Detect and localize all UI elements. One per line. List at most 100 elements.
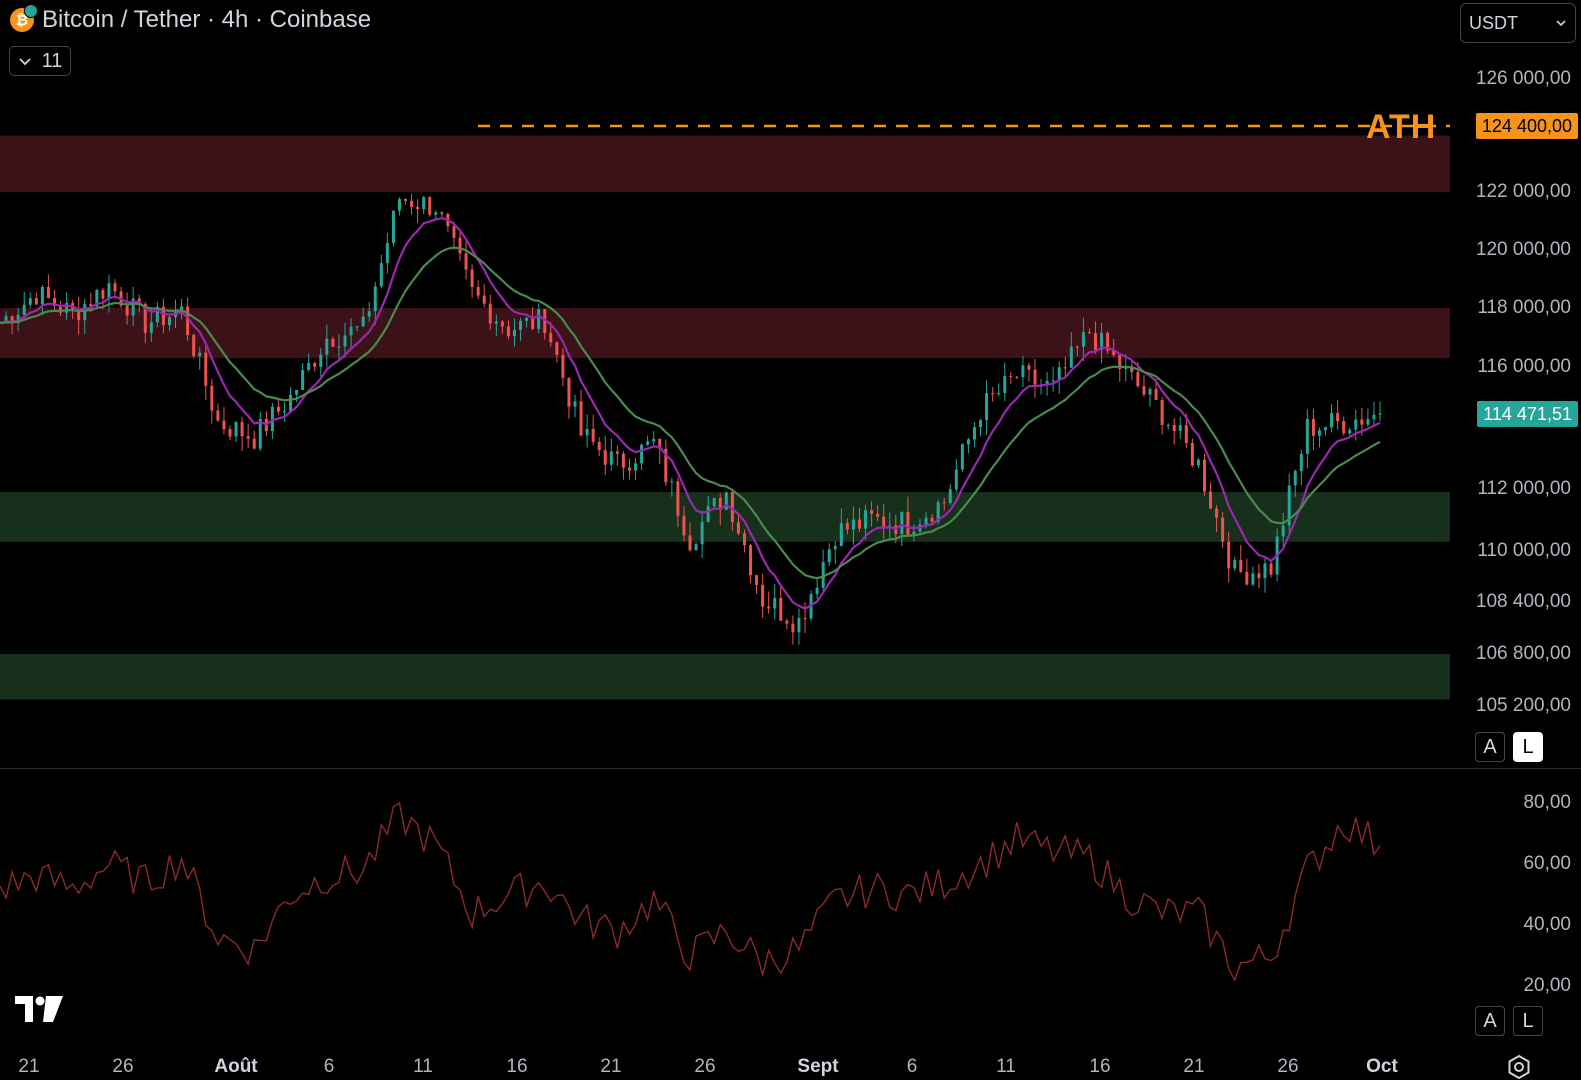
rsi-axis-label: 40,00	[1523, 914, 1571, 935]
candle-up	[640, 444, 644, 464]
candle-down	[416, 206, 420, 210]
candle-up	[22, 304, 26, 315]
candle-down	[549, 332, 553, 343]
candle-down	[1360, 419, 1364, 425]
currency-select[interactable]: USDT	[1460, 3, 1576, 43]
candle-down	[555, 342, 559, 355]
candle-down	[410, 200, 414, 207]
candle-down	[216, 410, 220, 421]
candle-up	[1348, 429, 1352, 434]
candle-down	[482, 295, 486, 304]
candle-up	[1263, 563, 1267, 579]
candle-down	[143, 303, 147, 333]
time-axis-label: 6	[906, 1056, 918, 1077]
candle-down	[452, 226, 456, 238]
candle-up	[349, 326, 353, 336]
candle-up	[997, 392, 1001, 395]
candle-down	[192, 334, 196, 357]
time-axis-label: 21	[1183, 1056, 1205, 1077]
candle-down	[1112, 350, 1116, 356]
candle-down	[876, 513, 880, 517]
indicators-toggle-button[interactable]: 11	[9, 46, 71, 76]
candle-up	[827, 549, 831, 563]
candle-up	[912, 531, 916, 535]
candle-down	[161, 306, 165, 326]
rsi-axis-label: 20,00	[1523, 975, 1571, 996]
candle-down	[1009, 376, 1013, 378]
ath-label: ATH	[1366, 108, 1437, 146]
support-zone	[0, 654, 1450, 700]
candle-down	[803, 617, 807, 619]
candle-up	[1100, 332, 1104, 350]
candle-down	[1130, 366, 1134, 372]
time-axis-label: 26	[694, 1056, 716, 1077]
candle-down	[991, 393, 995, 395]
candle-up	[1251, 573, 1255, 585]
candle-down	[1227, 541, 1231, 569]
price-axis-label: 105 200,00	[1475, 695, 1571, 716]
candle-down	[688, 535, 692, 551]
candle-down	[331, 338, 335, 347]
time-axis-label: 11	[413, 1056, 433, 1077]
candle-up	[494, 321, 498, 324]
candle-up	[634, 463, 638, 471]
tradingview-logo-icon[interactable]	[15, 996, 63, 1022]
candle-up	[960, 444, 964, 470]
candle-up	[1299, 453, 1303, 472]
candle-down	[1190, 442, 1194, 466]
candle-down	[749, 545, 753, 576]
candle-down	[627, 467, 631, 471]
candle-down	[1027, 365, 1031, 370]
candle-down	[1184, 425, 1188, 443]
candle-up	[646, 441, 650, 445]
candle-up	[573, 401, 577, 407]
candle-up	[985, 393, 989, 421]
candle-down	[252, 438, 256, 449]
auto-scale-button[interactable]: A	[1475, 732, 1505, 762]
candle-down	[1342, 421, 1346, 434]
candle-down	[464, 253, 468, 270]
candle-down	[597, 441, 601, 451]
candle-up	[16, 314, 20, 324]
candle-up	[83, 304, 87, 321]
candle-down	[561, 354, 565, 378]
price-axis-label: 120 000,00	[1475, 239, 1571, 260]
candle-up	[851, 519, 855, 530]
candle-up	[773, 597, 777, 609]
candle-up	[337, 346, 341, 348]
candle-up	[585, 428, 589, 436]
candle-down	[1202, 459, 1206, 492]
candle-up	[149, 322, 153, 333]
settings-icon[interactable]	[1506, 1054, 1532, 1080]
candle-up	[1196, 459, 1200, 466]
time-axis-label: 11	[996, 1056, 1016, 1077]
candle-down	[313, 362, 317, 367]
ath-price-tag: 124 400,00	[1475, 113, 1578, 139]
candle-up	[385, 242, 389, 264]
ema-fast-line	[0, 217, 1381, 610]
candle-up	[1287, 485, 1291, 526]
candle-down	[1269, 563, 1273, 575]
candle-up	[972, 427, 976, 440]
candle-up	[519, 320, 523, 331]
price-axis-label: 108 400,00	[1475, 591, 1571, 612]
candle-down	[1063, 367, 1067, 369]
candle-down	[404, 199, 408, 201]
rsi-log-scale-button[interactable]: L	[1513, 1006, 1543, 1036]
price-axis-label: 126 000,00	[1475, 68, 1571, 89]
candle-down	[567, 377, 571, 407]
candle-down	[531, 317, 535, 329]
candle-down	[755, 575, 759, 585]
log-scale-button[interactable]: L	[1513, 732, 1543, 762]
symbol-header[interactable]: ₿ Bitcoin / Tether · 4h · Coinbase	[10, 4, 371, 34]
candle-up	[1317, 430, 1321, 436]
rsi-auto-scale-button[interactable]: A	[1475, 1006, 1505, 1036]
price-axis-label: 116 000,00	[1477, 356, 1571, 377]
chevron-down-icon	[1556, 20, 1566, 27]
candle-up	[307, 362, 311, 371]
candle-up	[391, 210, 395, 243]
pane-separator[interactable]	[0, 768, 1581, 769]
candle-down	[767, 606, 771, 609]
